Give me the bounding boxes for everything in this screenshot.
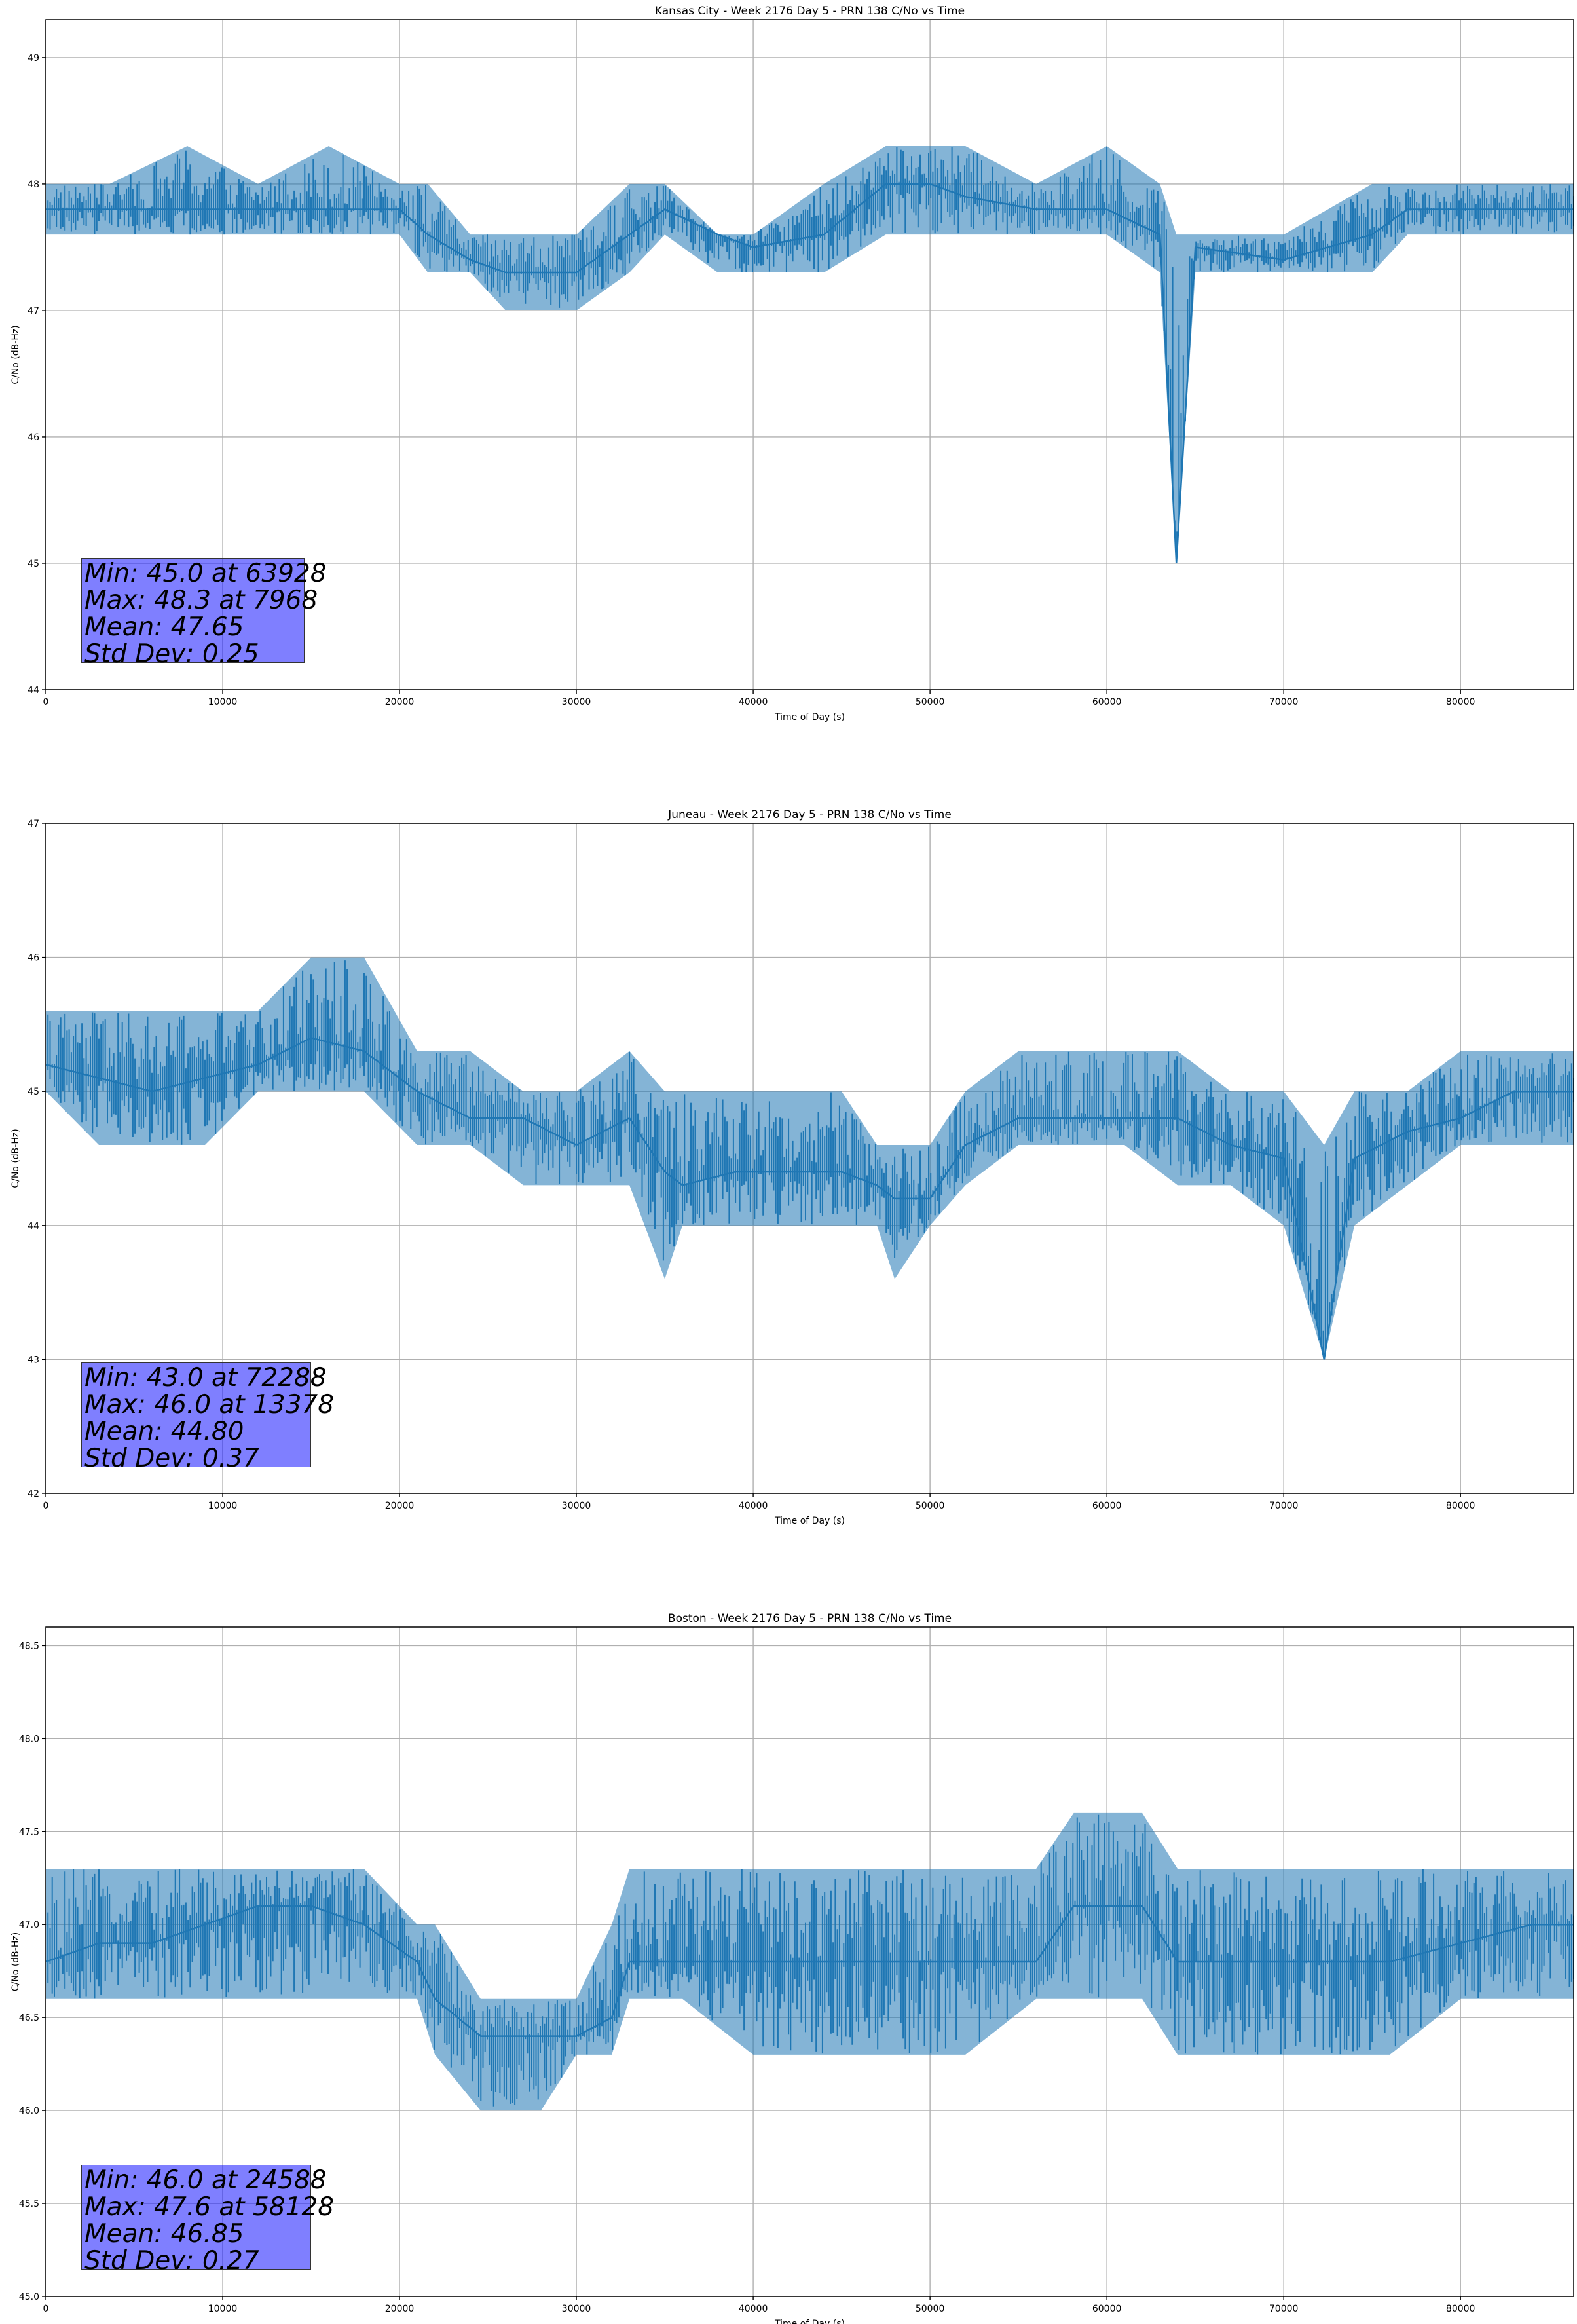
y-tick-label: 48.0 <box>19 1734 39 1744</box>
y-axis-label: C/No (dB-Hz) <box>10 1129 21 1188</box>
y-tick-label: 47.0 <box>19 1920 39 1930</box>
series-line <box>46 957 1574 1360</box>
y-tick-label: 47.5 <box>19 1827 39 1837</box>
series-trace <box>46 1037 1574 1360</box>
x-tick-label: 40000 <box>739 2304 768 2314</box>
y-tick-label: 47 <box>28 819 39 829</box>
x-axis-label: Time of Day (s) <box>774 2319 845 2324</box>
y-tick-label: 46 <box>28 432 39 443</box>
y-tick-label: 43 <box>28 1355 39 1365</box>
x-tick-label: 0 <box>43 697 49 707</box>
y-tick-label: 46.5 <box>19 2013 39 2023</box>
x-tick-label: 40000 <box>739 1501 768 1511</box>
stats-min: Min: 43.0 at 72288 <box>84 1363 327 1393</box>
series-line <box>46 1812 1574 2111</box>
stats-max: Max: 46.0 at 13378 <box>84 1390 335 1419</box>
y-tick-label: 44 <box>28 685 39 696</box>
x-tick-label: 70000 <box>1269 2304 1299 2314</box>
chart-panel-2: 0 10000 20000 30000 40000 50000 60000 70000 8000… <box>10 1612 1574 2324</box>
stats-mean: Mean: 44.80 <box>84 1417 244 1446</box>
y-tick-label: 48 <box>28 179 39 190</box>
x-axis-label: Time of Day (s) <box>774 712 845 722</box>
x-tick-label: 70000 <box>1269 697 1299 707</box>
x-tick-label: 10000 <box>208 2304 238 2314</box>
y-tick-label: 42 <box>28 1489 39 1499</box>
y-tick-label: 45.5 <box>19 2199 39 2209</box>
stats-std-dev: Std Dev: 0.27 <box>84 2246 259 2276</box>
y-tick-label: 47 <box>28 306 39 316</box>
x-tick-label: 0 <box>43 2304 49 2314</box>
x-tick-label: 10000 <box>208 1501 238 1511</box>
series-noise <box>46 960 1574 1356</box>
x-tick-label: 30000 <box>562 697 591 707</box>
series-noise <box>46 1814 1574 2107</box>
x-tick-label: 60000 <box>1092 1501 1122 1511</box>
series-line <box>46 146 1574 564</box>
stats-min: Min: 46.0 at 24588 <box>84 2165 327 2195</box>
y-axis-label: C/No (dB-Hz) <box>10 325 21 384</box>
x-tick-label: 70000 <box>1269 1501 1299 1511</box>
x-tick-label: 80000 <box>1446 2304 1475 2314</box>
y-tick-label: 48.5 <box>19 1641 39 1651</box>
y-tick-label: 45.0 <box>19 2292 39 2302</box>
chart-title: Kansas City - Week 2176 Day 5 - PRN 138 … <box>655 5 965 18</box>
stats-std-dev: Std Dev: 0.25 <box>84 639 259 669</box>
x-tick-label: 30000 <box>562 1501 591 1511</box>
chart-panel-1: 0 10000 20000 30000 40000 50000 60000 70000 8000… <box>10 808 1574 1526</box>
stats-min: Min: 45.0 at 63928 <box>84 559 327 588</box>
y-tick-label: 44 <box>28 1221 39 1231</box>
stats-max: Max: 48.3 at 7968 <box>84 586 318 615</box>
x-tick-label: 0 <box>43 1501 49 1511</box>
x-tick-label: 20000 <box>385 1501 415 1511</box>
y-axis-label: C/No (dB-Hz) <box>10 1932 21 1991</box>
y-tick-label: 46 <box>28 953 39 964</box>
x-tick-label: 80000 <box>1446 697 1475 707</box>
series-noise <box>46 146 1574 554</box>
stats-std-dev: Std Dev: 0.37 <box>84 1444 259 1473</box>
chart-title: Juneau - Week 2176 Day 5 - PRN 138 C/No … <box>667 808 952 821</box>
stats-mean: Mean: 46.85 <box>84 2219 244 2249</box>
x-tick-label: 10000 <box>208 697 238 707</box>
y-tick-label: 45 <box>28 1087 39 1097</box>
x-tick-label: 20000 <box>385 2304 415 2314</box>
chart-title: Boston - Week 2176 Day 5 - PRN 138 C/No … <box>668 1612 952 1625</box>
y-tick-label: 49 <box>28 53 39 64</box>
axes-frame <box>45 1626 1574 2297</box>
axes-frame <box>45 823 1574 1494</box>
y-tick-label: 46.0 <box>19 2106 39 2116</box>
stats-box-boston: Min: 46.0 at 24588 Max: 47.6 at 58128 Me… <box>81 2165 335 2274</box>
x-tick-label: 30000 <box>562 2304 591 2314</box>
x-tick-label: 40000 <box>739 697 768 707</box>
x-tick-label: 50000 <box>916 1501 945 1511</box>
stats-mean: Mean: 47.65 <box>84 612 244 642</box>
y-tick-label: 45 <box>28 559 39 569</box>
stats-max: Max: 47.6 at 58128 <box>84 2192 335 2222</box>
series-trace <box>46 183 1574 564</box>
x-tick-label: 50000 <box>916 697 945 707</box>
x-axis-label: Time of Day (s) <box>774 1516 845 1526</box>
x-tick-label: 60000 <box>1092 697 1122 707</box>
stats-box-kansas-city: Min: 45.0 at 63928 Max: 48.3 at 7968 Mea… <box>81 558 327 667</box>
axes-frame <box>45 19 1574 690</box>
x-tick-label: 50000 <box>916 2304 945 2314</box>
x-tick-label: 80000 <box>1446 1501 1475 1511</box>
x-tick-label: 60000 <box>1092 2304 1122 2314</box>
stats-box-juneau: Min: 43.0 at 72288 Max: 46.0 at 13378 Me… <box>81 1362 335 1472</box>
series-trace <box>46 1905 1574 2037</box>
x-tick-label: 20000 <box>385 697 415 707</box>
